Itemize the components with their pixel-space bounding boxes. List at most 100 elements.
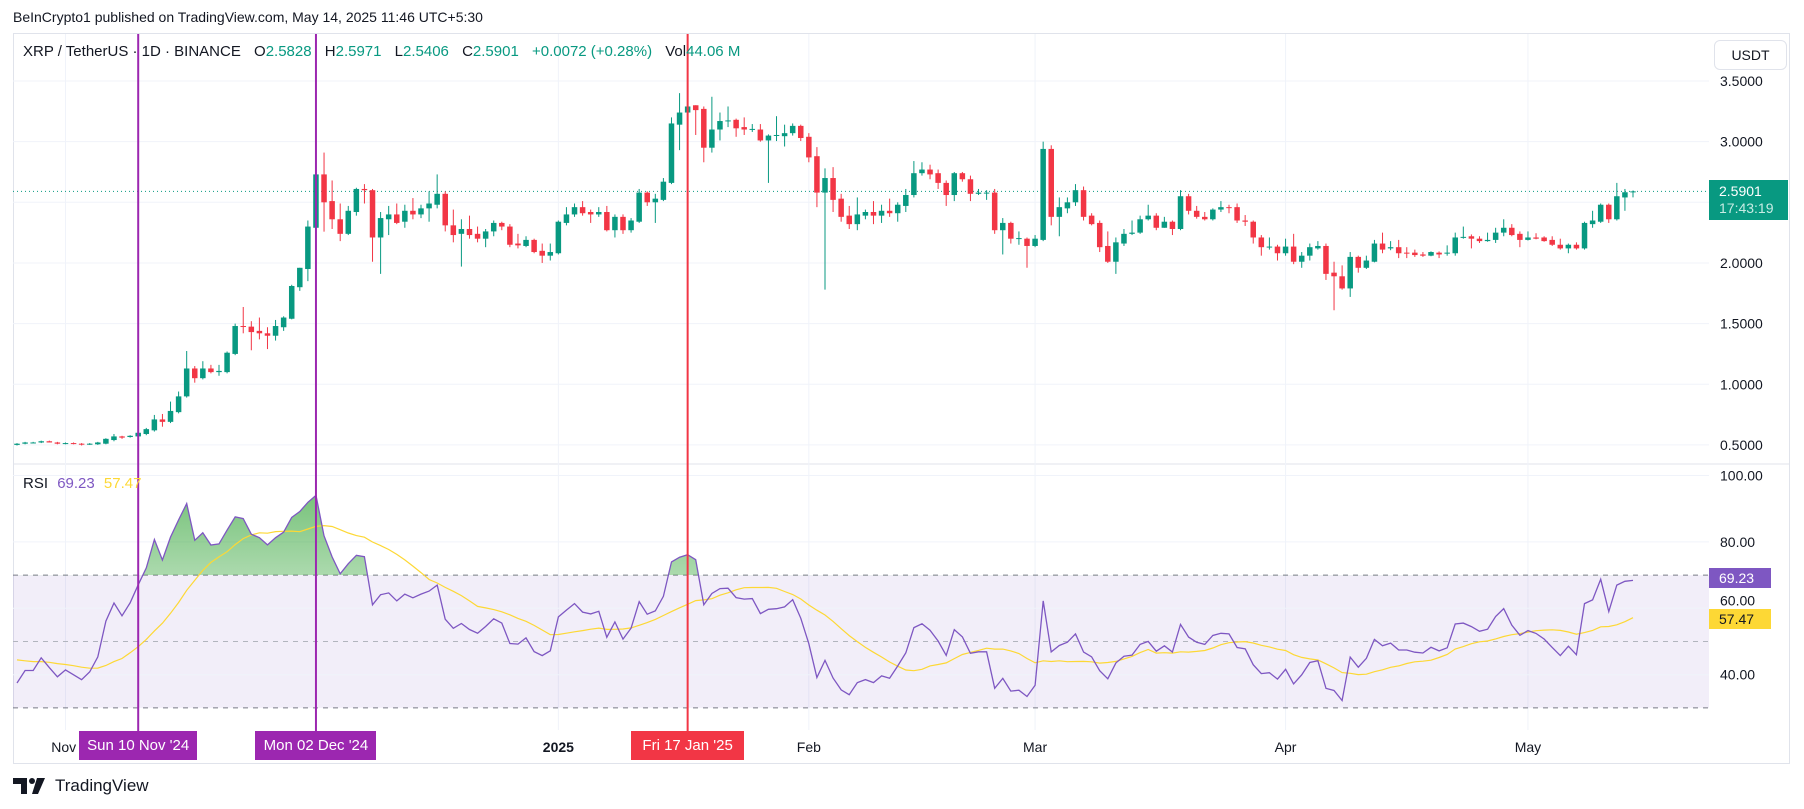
candle — [749, 124, 756, 132]
candle-body — [418, 208, 424, 215]
price-tick-label: 1.5000 — [1720, 316, 1763, 332]
rsi-tick-label: 60.00 — [1720, 593, 1755, 609]
candle — [668, 117, 675, 185]
candle — [1630, 190, 1636, 198]
candle — [1395, 239, 1402, 259]
candle-body — [288, 285, 295, 319]
candle-body — [636, 192, 642, 222]
candle-body — [1008, 222, 1014, 239]
candle — [604, 205, 610, 232]
candle — [701, 106, 707, 163]
candle-body — [1339, 276, 1345, 289]
candle — [579, 201, 586, 216]
candle — [789, 123, 796, 136]
candle — [46, 440, 53, 443]
candle — [14, 443, 20, 446]
candle-body — [1218, 207, 1224, 210]
candle-body — [943, 182, 949, 196]
candle — [167, 401, 174, 424]
logo-text: TradingView — [55, 776, 149, 795]
date-markers[interactable] — [137, 34, 689, 731]
candle — [1404, 247, 1410, 259]
candle-body — [297, 267, 303, 288]
candle — [1153, 213, 1160, 231]
publisher-line: BeInCrypto1 published on TradingView.com… — [13, 9, 483, 25]
candle-body — [1048, 148, 1054, 217]
candle — [434, 174, 440, 209]
candle — [1080, 186, 1087, 221]
candle — [159, 413, 166, 427]
candle-body — [1290, 246, 1297, 262]
time-tick-label: Apr — [1275, 739, 1297, 755]
candle-body — [1137, 219, 1143, 233]
tradingview-logo[interactable]: TradingView — [13, 776, 149, 796]
candle-body — [54, 442, 61, 444]
date-marker-label: Fri 17 Jan '25 — [631, 731, 745, 760]
rsi-line — [16, 494, 1634, 703]
candle — [571, 203, 578, 217]
candle — [442, 191, 448, 232]
candle — [1185, 193, 1192, 215]
candle — [959, 171, 966, 182]
rsi-legend[interactable]: RSI 69.23 57.47 — [23, 475, 141, 492]
candle — [1484, 232, 1491, 242]
candle-body — [1121, 233, 1127, 244]
candle — [1606, 203, 1612, 223]
candle — [1298, 252, 1305, 268]
candle — [224, 351, 230, 374]
candle-body — [604, 212, 610, 231]
candle-body — [523, 239, 529, 246]
candle-body — [1282, 246, 1289, 254]
currency-button[interactable]: USDT — [1714, 40, 1787, 70]
candle — [1072, 184, 1079, 206]
symbol-legend[interactable]: XRP / TetherUS · 1D · BINANCE O2.5828 H2… — [23, 43, 740, 60]
candle — [975, 188, 982, 196]
candle — [1387, 241, 1394, 251]
candle-body — [1622, 192, 1628, 198]
candle-body — [822, 178, 828, 193]
candle-body — [1266, 246, 1273, 248]
candle — [1541, 236, 1547, 242]
candle — [143, 427, 150, 436]
candle — [1347, 252, 1353, 297]
candle — [935, 169, 941, 189]
candle — [466, 215, 473, 239]
candle — [628, 218, 634, 233]
candle-body — [305, 226, 311, 270]
candle-body — [531, 239, 537, 253]
candle-body — [159, 419, 166, 422]
date-marker-label: Mon 02 Dec '24 — [255, 731, 377, 760]
candle-body — [935, 173, 941, 183]
candle-body — [1274, 246, 1281, 254]
candle — [1242, 215, 1248, 226]
candle-body — [353, 188, 360, 213]
candle — [692, 105, 699, 135]
candle-body — [208, 368, 214, 373]
candle — [1614, 182, 1620, 221]
candle-body — [272, 326, 279, 336]
candle-body — [741, 127, 747, 130]
candle — [200, 361, 206, 380]
open-value: 2.5828 — [265, 43, 312, 60]
candle-body — [733, 119, 739, 129]
time-tick-label: Nov — [51, 739, 76, 755]
candle — [1202, 212, 1208, 221]
candle-body — [1412, 252, 1418, 256]
candle-body — [1088, 215, 1095, 225]
candle — [983, 190, 990, 200]
candle-body — [38, 441, 44, 443]
candle-body — [46, 441, 53, 443]
candle-body — [1533, 237, 1539, 239]
candle-body — [1096, 222, 1103, 248]
candle — [1315, 241, 1321, 250]
candle — [256, 317, 263, 340]
candle — [1218, 201, 1224, 213]
candle-body — [1080, 190, 1087, 217]
candle — [377, 212, 384, 274]
candle-body — [1517, 233, 1523, 240]
symbol-info[interactable]: XRP / TetherUS · 1D · BINANCE — [23, 43, 241, 60]
candle-body — [975, 192, 982, 194]
candle — [894, 202, 901, 222]
time-tick-label: May — [1515, 739, 1541, 755]
